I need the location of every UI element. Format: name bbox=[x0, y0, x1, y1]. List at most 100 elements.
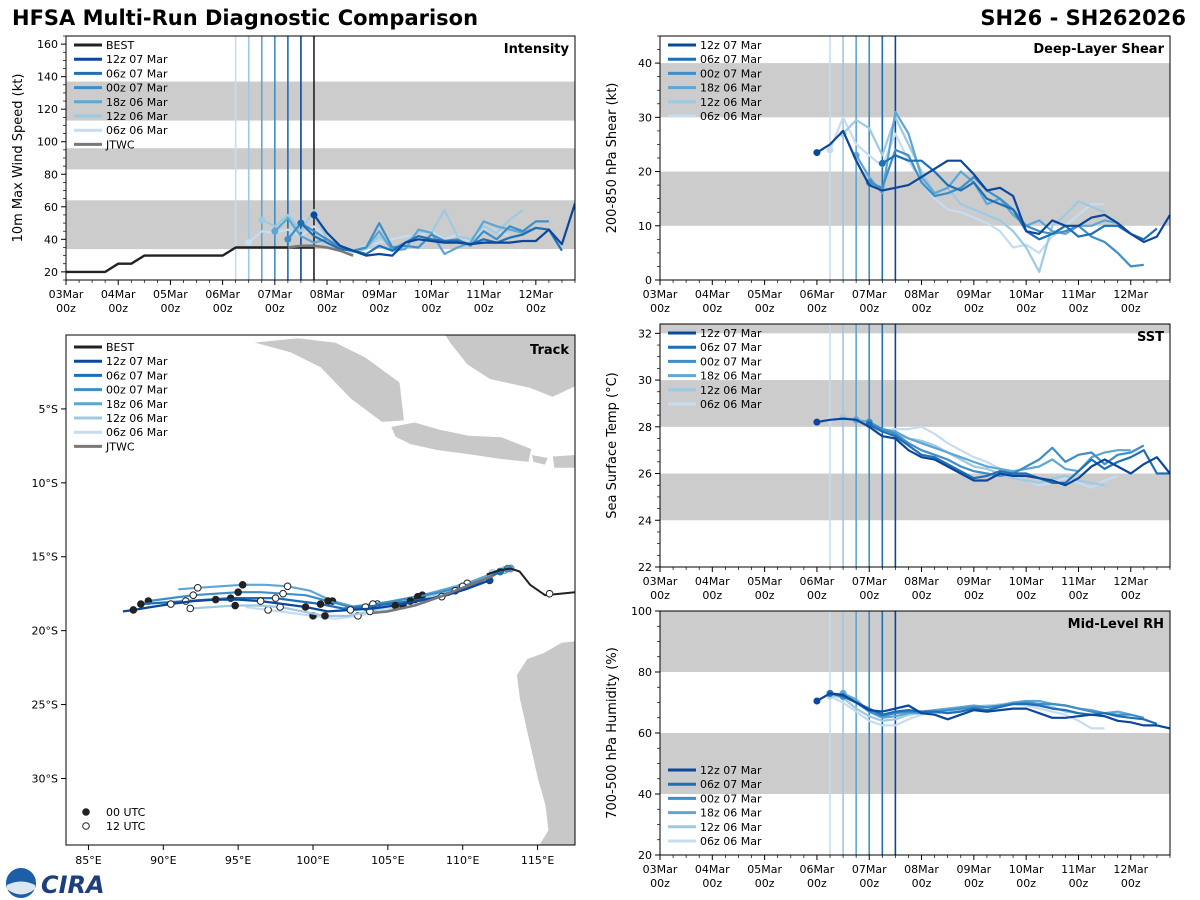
legend-marker-00utc bbox=[82, 808, 90, 816]
x-tick-label-hour: 00z bbox=[1016, 877, 1036, 890]
y-tick-label: 120 bbox=[37, 103, 58, 116]
panel-rh: 2040608010003Mar00z04Mar00z05Mar00z06Mar… bbox=[605, 605, 1171, 890]
x-tick-label-date: 07Mar bbox=[852, 863, 887, 876]
legend-label: BEST bbox=[106, 341, 134, 354]
legend-marker-12utc bbox=[82, 822, 90, 830]
y-tick-label: 140 bbox=[37, 71, 58, 84]
plot-frame bbox=[659, 323, 1171, 568]
legend-label: 06z 06 Mar bbox=[700, 110, 762, 123]
legend-label: 18z 06 Mar bbox=[106, 398, 168, 411]
threshold-band bbox=[660, 324, 1170, 334]
y-tick-label: 40 bbox=[638, 57, 652, 70]
x-tick-label-date: 06Mar bbox=[800, 863, 835, 876]
legend-label: 12z 07 Mar bbox=[106, 355, 168, 368]
jtwc-line bbox=[287, 244, 354, 257]
x-tick-label-hour: 00z bbox=[474, 302, 494, 315]
x-tick-label-date: 10Mar bbox=[414, 288, 449, 301]
x-tick-label-hour: 00z bbox=[807, 302, 827, 315]
legend-label: 06z 07 Mar bbox=[700, 778, 762, 791]
borneo-land bbox=[444, 335, 575, 398]
legend-label: JTWC bbox=[105, 440, 135, 453]
series-line-12z-07-mar bbox=[816, 129, 1170, 244]
track-marker-00utc bbox=[211, 595, 220, 604]
legend-label: 06z 06 Mar bbox=[700, 398, 762, 411]
track-marker-00utc bbox=[137, 600, 145, 608]
jtwc-track-line bbox=[372, 574, 494, 615]
x-tick-label-date: 08Mar bbox=[904, 288, 939, 301]
series-line-06z-07-mar bbox=[868, 423, 1170, 484]
x-tick-label-date: 07Mar bbox=[257, 288, 292, 301]
series-line-06z-06-mar bbox=[828, 116, 1105, 254]
x-tick-label-hour: 00z bbox=[964, 877, 984, 890]
legend-label: 06z 06 Mar bbox=[106, 426, 168, 439]
y-tick-label: 40 bbox=[638, 788, 652, 801]
legend-label: 12z 07 Mar bbox=[106, 53, 168, 66]
lon-tick-label: 115°E bbox=[521, 854, 554, 867]
series-line-12z-07-mar bbox=[816, 417, 1170, 487]
y-tick-label: 22 bbox=[638, 561, 652, 574]
x-tick-label-date: 09Mar bbox=[362, 288, 397, 301]
series-start-point bbox=[813, 149, 821, 157]
java-land bbox=[390, 421, 532, 463]
y-tick-label: 30 bbox=[638, 374, 652, 387]
best-track-line bbox=[486, 567, 575, 597]
x-tick-label-date: 12Mar bbox=[518, 288, 553, 301]
series-start-point bbox=[245, 239, 253, 247]
x-tick-label-date: 08Mar bbox=[310, 288, 345, 301]
legend-label: 00z 07 Mar bbox=[106, 384, 168, 397]
lat-tick-label: 5°S bbox=[39, 403, 58, 416]
marker-legend-label: 00 UTC bbox=[106, 806, 146, 819]
legend-label: 12z 06 Mar bbox=[700, 821, 762, 834]
track-marker-00utc bbox=[238, 581, 247, 589]
x-tick-label-hour: 00z bbox=[755, 877, 775, 890]
y-tick-label: 32 bbox=[638, 327, 652, 340]
track-marker-00utc bbox=[234, 588, 242, 597]
x-tick-label-hour: 00z bbox=[807, 877, 827, 890]
track-marker-12utc bbox=[193, 583, 202, 592]
x-tick-label-date: 10Mar bbox=[1009, 575, 1044, 588]
x-tick-label-date: 04Mar bbox=[695, 288, 730, 301]
series-start-point bbox=[826, 146, 834, 154]
x-tick-label-date: 05Mar bbox=[747, 863, 782, 876]
y-tick-label: 30 bbox=[638, 111, 652, 124]
track-line-18z-06-mar bbox=[178, 567, 511, 609]
track-marker-12utc bbox=[279, 589, 287, 598]
x-tick-label-hour: 00z bbox=[912, 877, 932, 890]
series-line-00z-07-mar bbox=[842, 695, 1145, 719]
legend-label: 18z 06 Mar bbox=[106, 96, 168, 109]
x-tick-label-date: 04Mar bbox=[695, 863, 730, 876]
y-tick-label: 20 bbox=[44, 266, 58, 279]
x-tick-label-date: 08Mar bbox=[904, 575, 939, 588]
x-tick-label-date: 10Mar bbox=[1009, 288, 1044, 301]
legend-label: 00z 07 Mar bbox=[700, 355, 762, 368]
logo-text: CIRA bbox=[41, 871, 105, 899]
panel-title: Track bbox=[530, 343, 569, 358]
legend-label: 12z 07 Mar bbox=[700, 39, 762, 52]
threshold-band bbox=[660, 733, 1170, 794]
series-start-point bbox=[310, 211, 318, 219]
y-axis-label: 10m Max Wind Speed (kt) bbox=[11, 74, 26, 243]
legend-label: 12z 06 Mar bbox=[106, 412, 168, 425]
x-tick-label-hour: 00z bbox=[422, 302, 442, 315]
series-line-06z-07-mar bbox=[829, 692, 1158, 725]
lat-tick-label: 20°S bbox=[32, 625, 58, 638]
x-tick-label-hour: 00z bbox=[265, 302, 285, 315]
x-tick-label-hour: 00z bbox=[213, 302, 233, 315]
x-tick-label-hour: 00z bbox=[317, 302, 337, 315]
x-tick-label-date: 11Mar bbox=[1061, 863, 1096, 876]
x-tick-label-hour: 00z bbox=[1121, 877, 1141, 890]
legend-label: 06z 07 Mar bbox=[700, 53, 762, 66]
x-tick-label-date: 04Mar bbox=[695, 575, 730, 588]
track-marker-00utc bbox=[324, 597, 332, 605]
x-tick-label-date: 06Mar bbox=[800, 288, 835, 301]
x-tick-label-date: 04Mar bbox=[101, 288, 136, 301]
track-marker-12utc bbox=[264, 606, 272, 614]
legend-label: BEST bbox=[106, 39, 134, 52]
series-start-point bbox=[813, 697, 821, 705]
cira-logo: CIRA bbox=[6, 868, 105, 899]
map-area bbox=[122, 335, 575, 845]
panel-title: Deep-Layer Shear bbox=[1033, 42, 1164, 57]
y-tick-label: 80 bbox=[44, 168, 58, 181]
x-tick-label-hour: 00z bbox=[859, 302, 879, 315]
